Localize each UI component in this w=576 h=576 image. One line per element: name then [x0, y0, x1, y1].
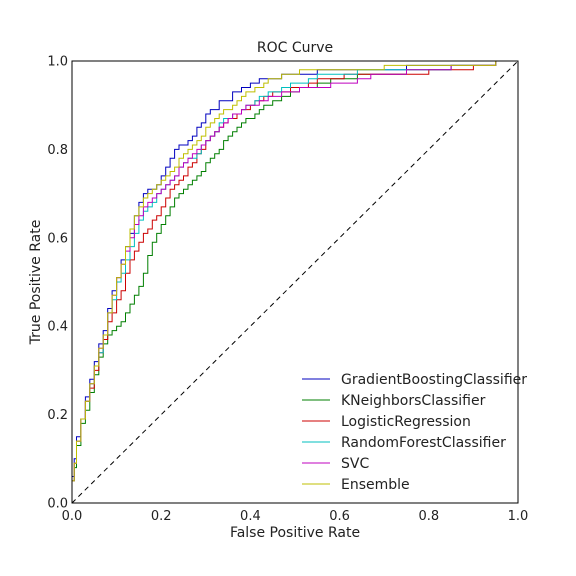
- x-tick-label: 0.4: [240, 509, 261, 524]
- x-axis-ticks: 0.0 0.2 0.4 0.6 0.8 1.0: [62, 509, 529, 524]
- y-tick-label: 0.6: [47, 231, 68, 246]
- legend-label: Ensemble: [341, 477, 410, 493]
- legend: GradientBoostingClassifier KNeighborsClas…: [302, 372, 527, 493]
- y-tick-label: 0.2: [47, 408, 68, 423]
- legend-label: RandomForestClassifier: [341, 435, 506, 451]
- legend-label: SVC: [341, 456, 369, 472]
- plot-frame: [71, 60, 519, 504]
- chart-title: ROC Curve: [257, 40, 333, 56]
- series-lines: [71, 60, 518, 503]
- x-tick-label: 0.8: [418, 509, 439, 524]
- chance-diagonal-line: [71, 60, 519, 504]
- y-axis-ticks: 0.0 0.2 0.4 0.6 0.8 1.0: [47, 55, 68, 512]
- roc-line-ensemble: [71, 60, 518, 503]
- y-tick-label: 0.4: [47, 320, 68, 335]
- legend-label: LogisticRegression: [341, 414, 471, 430]
- legend-label: GradientBoostingClassifier: [341, 372, 527, 388]
- y-axis-label: True Positive Rate: [28, 220, 44, 346]
- plot-area: [71, 60, 519, 504]
- x-axis-label: False Positive Rate: [230, 525, 360, 541]
- x-tick-label: 0.2: [151, 509, 172, 524]
- y-tick-label: 1.0: [47, 55, 68, 70]
- x-tick-label: 0.0: [62, 509, 83, 524]
- x-tick-label: 1.0: [508, 509, 529, 524]
- x-tick-label: 0.6: [329, 509, 350, 524]
- y-tick-label: 0.0: [47, 497, 68, 512]
- y-tick-label: 0.8: [47, 143, 68, 158]
- legend-label: KNeighborsClassifier: [341, 393, 486, 409]
